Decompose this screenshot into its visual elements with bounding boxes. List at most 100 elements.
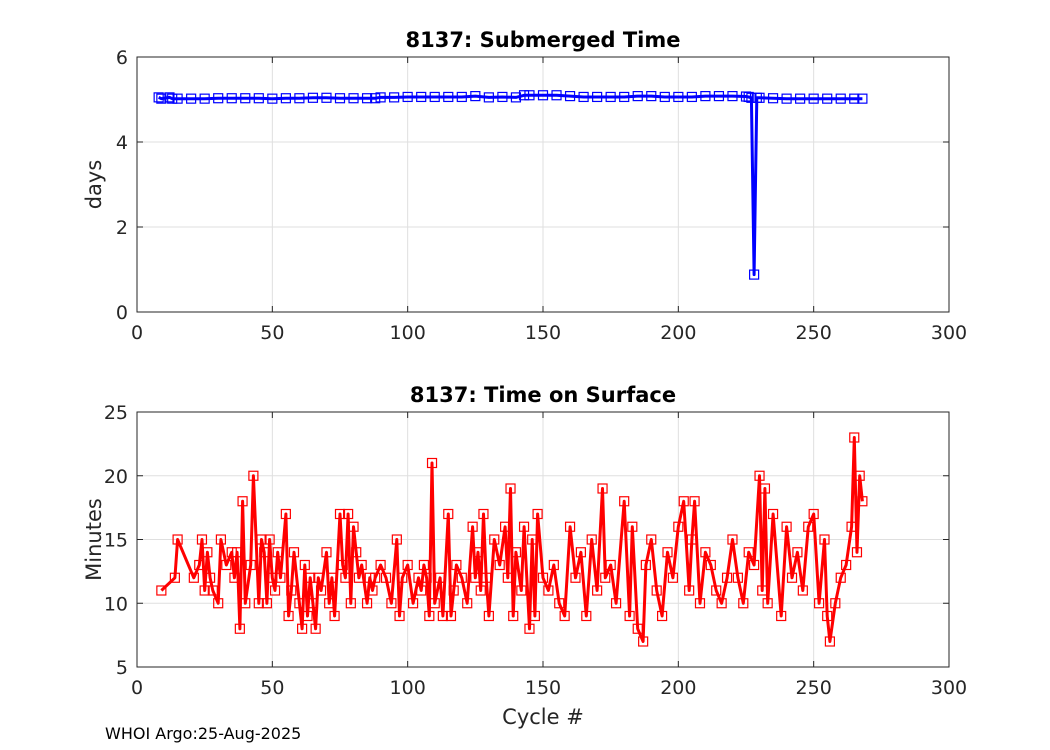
data-point [662, 547, 673, 558]
x-tick-label: 100 [390, 677, 426, 699]
data-point [841, 559, 852, 571]
data-point [213, 93, 224, 104]
data-point [356, 559, 367, 571]
series-line [160, 436, 864, 643]
data-point [659, 91, 670, 103]
data-point [367, 585, 378, 596]
data-point [640, 559, 651, 571]
data-point [627, 521, 638, 532]
data-point [656, 610, 668, 622]
data-point [527, 534, 538, 545]
data-point [762, 598, 773, 609]
data-point [426, 457, 438, 469]
data-point [632, 90, 643, 102]
x-axis-label: Cycle # [502, 705, 584, 729]
x-tick-label: 0 [131, 677, 143, 699]
data-point [445, 610, 457, 622]
data-point [548, 559, 559, 571]
data-point [375, 92, 386, 103]
data-point [345, 598, 356, 609]
data-point [700, 547, 711, 558]
data-point [478, 508, 489, 520]
data-point [846, 521, 857, 532]
y-tick-label: 6 [116, 47, 128, 69]
x-tick-label: 300 [931, 677, 967, 699]
data-point [348, 93, 359, 104]
data-point [529, 610, 540, 622]
data-point [502, 572, 513, 583]
data-point [470, 572, 481, 583]
x-tick-label: 250 [796, 677, 832, 699]
data-point [307, 598, 319, 609]
data-point [505, 483, 516, 494]
data-point [456, 91, 467, 103]
y-axis-label: Minutes [82, 498, 106, 581]
data-point [343, 508, 354, 520]
data-point [288, 547, 300, 558]
data-point [570, 572, 581, 583]
data-point [380, 572, 392, 583]
data-point [767, 508, 779, 520]
data-point [483, 92, 494, 103]
y-tick-label: 4 [116, 132, 128, 154]
data-point [619, 91, 630, 103]
data-point [824, 636, 836, 647]
data-point [199, 93, 210, 104]
data-point [592, 91, 603, 103]
data-point [207, 585, 218, 596]
data-point [494, 559, 505, 571]
data-point [451, 559, 462, 571]
x-tick-label: 0 [131, 322, 143, 344]
y-axis-label: days [82, 160, 106, 210]
data-point [510, 547, 522, 558]
data-point [456, 572, 467, 583]
data-point [578, 91, 589, 103]
data-point [232, 547, 243, 558]
data-point [813, 598, 825, 609]
data-point [272, 547, 283, 558]
data-point [402, 559, 413, 571]
data-point [819, 534, 830, 545]
data-point [749, 269, 760, 280]
data-point [286, 585, 297, 596]
data-point [221, 559, 232, 571]
data-point [418, 559, 430, 571]
x-tick-label: 200 [660, 322, 696, 344]
data-point [169, 572, 180, 583]
data-point [326, 572, 337, 583]
data-point [324, 598, 335, 609]
data-point [564, 90, 576, 102]
data-point [600, 572, 611, 583]
data-point [481, 572, 492, 583]
data-point [792, 547, 803, 558]
data-point [164, 92, 175, 103]
data-point [204, 572, 216, 583]
data-point [767, 93, 779, 104]
data-point [716, 598, 727, 609]
data-point [694, 598, 706, 609]
data-point [256, 534, 267, 545]
data-point [202, 547, 213, 558]
data-point [667, 572, 679, 583]
data-point [269, 585, 281, 596]
data-point [686, 534, 697, 545]
data-point [435, 572, 446, 583]
y-tick-label: 15 [104, 530, 128, 552]
x-tick-label: 250 [796, 322, 832, 344]
data-point [524, 623, 535, 634]
data-point [307, 92, 319, 103]
data-point [226, 93, 237, 104]
data-point [516, 585, 527, 596]
data-point [299, 559, 310, 571]
data-point [475, 585, 486, 596]
data-point [684, 585, 695, 596]
data-point [448, 585, 459, 596]
data-point [321, 547, 332, 558]
data-point [329, 610, 340, 622]
data-point [537, 572, 549, 583]
x-tick-label: 50 [260, 677, 284, 699]
data-point [497, 91, 508, 103]
data-point [215, 534, 227, 545]
chart-panel-2: 0 50 100 150 200 250 300 5 10 15 20 25 8137: Time on… [82, 383, 967, 729]
data-point [554, 598, 565, 609]
